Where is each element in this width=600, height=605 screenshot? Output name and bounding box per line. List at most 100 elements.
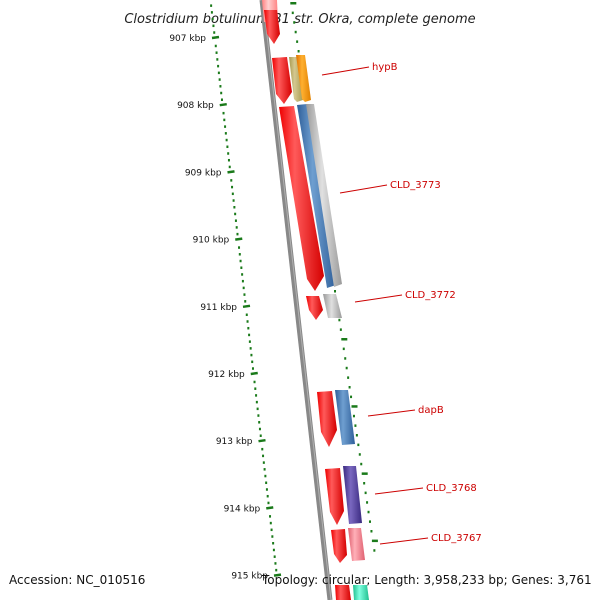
outer-ruler-tick <box>293 21 296 24</box>
outer-ruler-tick <box>347 376 350 379</box>
ruler-minor-tick <box>235 226 238 229</box>
cds-arrow <box>306 296 323 320</box>
gene-label-CLD_3767[interactable]: CLD_3767 <box>431 533 482 544</box>
leader-line <box>379 537 429 545</box>
ruler-minor-tick <box>224 125 227 128</box>
outer-ruler-tick <box>352 414 355 418</box>
outer-ruler-tick <box>342 347 345 351</box>
ruler-major-tick <box>219 102 227 107</box>
ruler-tick-label: 915 kbp <box>231 572 268 582</box>
ruler-minor-tick <box>240 266 243 269</box>
gene-labels: hypB CLD_3773 CLD_3772 dapB CLD_3768 CLD… <box>372 62 482 544</box>
outer-ruler-tick <box>344 357 347 360</box>
ruler-minor-tick <box>227 152 230 155</box>
ruler-major-tick <box>227 170 235 174</box>
ruler-minor-tick <box>274 562 277 565</box>
ruler-minor-tick <box>226 145 229 149</box>
ruler-minor-tick <box>257 414 260 417</box>
gene-arrow-CLD_3773 <box>306 104 342 287</box>
ruler-tick-label: 914 kbp <box>224 504 261 514</box>
outer-ruler-tick <box>363 482 366 485</box>
feature-track <box>262 0 369 600</box>
outer-ruler-tick <box>294 30 297 34</box>
ruler-minor-tick <box>249 347 252 350</box>
ruler-major-tick <box>273 573 282 577</box>
gene-label-CLD_3773[interactable]: CLD_3773 <box>390 180 441 191</box>
ruler-major-ticks: 907 kbp 908 kbp 909 kbp 910 kbp 911 kbp 912 k… <box>169 34 282 582</box>
ruler-minor-tick <box>248 333 251 337</box>
outer-ruler-tick <box>371 539 378 543</box>
ruler-minor-tick <box>228 165 231 169</box>
leader-line <box>374 487 424 495</box>
ruler-minor-tick <box>234 212 237 216</box>
outer-ruler-tick <box>338 318 341 322</box>
outer-ruler-tick <box>366 501 369 504</box>
ruler-minor-tick <box>241 279 244 283</box>
ruler-minor-tick <box>212 24 215 28</box>
ruler-tick-label: 909 kbp <box>185 168 222 178</box>
gene-label-dapB[interactable]: dapB <box>418 405 444 416</box>
outer-ruler-tick <box>355 434 358 437</box>
ruler-major-tick <box>211 35 220 40</box>
ruler-minor-tick <box>256 407 259 411</box>
ruler-minor-tick <box>217 64 220 68</box>
ruler-minor-tick <box>238 246 241 249</box>
outer-ruler-tick <box>358 453 361 456</box>
gene-arrow-CLD_3768 <box>343 466 362 524</box>
ruler-minor-tick <box>259 434 262 437</box>
ruler-minor-ticks <box>210 4 278 572</box>
gene-arrow-dapB <box>335 390 355 445</box>
ruler-minor-tick <box>220 91 223 95</box>
ruler-minor-tick <box>272 542 275 545</box>
ruler-minor-tick <box>254 387 257 390</box>
ruler-minor-tick <box>248 340 251 343</box>
gene-label-CLD_3768[interactable]: CLD_3768 <box>426 483 477 494</box>
ruler-minor-tick <box>246 320 249 323</box>
leader-line <box>354 294 403 303</box>
ruler-minor-tick <box>265 488 268 491</box>
cds-arrow <box>325 468 344 525</box>
gene-label-leaders <box>321 66 429 545</box>
ruler-tick-label: 907 kbp <box>169 34 206 44</box>
outer-ruler-tick <box>360 462 363 466</box>
ruler-minor-tick <box>223 118 226 122</box>
ruler-tick-label: 910 kbp <box>193 236 230 246</box>
ruler-minor-tick <box>239 259 242 263</box>
gene-arrow-hypB <box>296 55 311 102</box>
leader-line <box>367 409 416 417</box>
ruler-minor-tick <box>258 427 261 431</box>
ruler-minor-tick <box>236 232 239 236</box>
outer-ruler-tick <box>351 405 358 408</box>
ruler-minor-tick <box>263 468 266 471</box>
ruler-minor-tick <box>255 400 258 404</box>
ruler-major-tick <box>266 506 274 510</box>
ruler-minor-tick <box>266 494 269 498</box>
ruler-tick-label: 911 kbp <box>200 303 237 313</box>
ruler-minor-tick <box>270 528 273 532</box>
cds-arrow <box>272 57 292 104</box>
ruler-minor-tick <box>245 313 248 317</box>
outer-ruler-tick <box>296 40 299 43</box>
ruler-major-tick <box>235 237 243 241</box>
gene-label-CLD_3772[interactable]: CLD_3772 <box>405 290 456 301</box>
cds-arrow <box>353 585 369 600</box>
ruler-major-tick <box>250 371 258 376</box>
gene-label-hypB[interactable]: hypB <box>372 62 398 73</box>
ruler-minor-tick <box>231 185 234 189</box>
ruler-tick-label: 913 kbp <box>216 437 253 447</box>
outer-ruler-tick <box>348 386 351 389</box>
ruler-minor-tick <box>213 31 216 34</box>
ruler-minor-tick <box>227 158 230 162</box>
ruler-major-tick <box>242 304 251 309</box>
ruler-minor-tick <box>258 421 261 424</box>
outer-ruler-tick <box>345 366 348 370</box>
ruler-minor-tick <box>273 555 276 558</box>
ruler-minor-tick <box>220 98 223 101</box>
ruler-minor-tick <box>215 51 218 54</box>
gene-arrow-CLD_3772 <box>323 294 342 318</box>
gene-arrow-CLD_3773 <box>297 104 336 288</box>
ruler-minor-tick <box>269 521 272 525</box>
outer-ruler-tick <box>350 395 353 399</box>
outer-ruler-tick <box>368 520 371 523</box>
